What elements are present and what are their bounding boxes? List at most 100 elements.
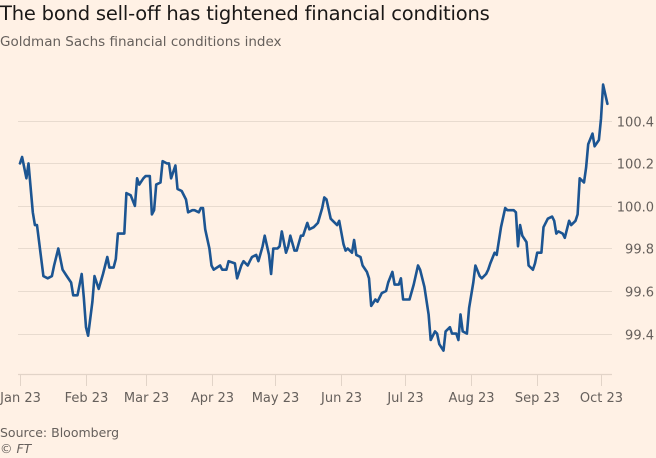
data-point <box>525 241 527 243</box>
data-point <box>102 273 104 275</box>
data-point <box>70 281 72 283</box>
data-point <box>600 118 602 120</box>
data-point <box>462 330 464 332</box>
data-point <box>393 283 395 285</box>
data-point <box>289 235 291 237</box>
data-point <box>436 332 438 334</box>
data-point <box>108 266 110 268</box>
data-point <box>219 264 221 266</box>
data-point <box>587 143 589 145</box>
data-point <box>240 264 242 266</box>
data-point <box>513 209 515 211</box>
data-point <box>264 235 266 237</box>
data-point <box>368 277 370 279</box>
data-point <box>444 330 446 332</box>
data-point <box>576 213 578 215</box>
source-note: Source: Bloomberg <box>0 425 120 440</box>
data-point <box>25 177 27 179</box>
data-point <box>251 256 253 258</box>
data-point <box>221 269 223 271</box>
data-point <box>419 269 421 271</box>
data-point <box>21 156 23 158</box>
data-point <box>210 264 212 266</box>
data-point <box>204 228 206 230</box>
chart-title: The bond sell-off has tightened financia… <box>0 2 490 25</box>
data-point <box>515 211 517 213</box>
data-point <box>300 235 302 237</box>
x-tick-label: Feb 23 <box>65 391 109 406</box>
data-point <box>134 205 136 207</box>
data-point <box>472 281 474 283</box>
data-point <box>293 249 295 251</box>
data-point <box>130 194 132 196</box>
data-point <box>257 260 259 262</box>
data-point <box>466 332 468 334</box>
data-point <box>385 290 387 292</box>
data-point <box>202 207 204 209</box>
data-point <box>57 247 59 249</box>
data-point <box>261 245 263 247</box>
data-point <box>332 220 334 222</box>
data-point <box>285 252 287 254</box>
data-point <box>585 166 587 168</box>
data-point <box>161 160 163 162</box>
y-tick-label: 99.6 <box>625 286 654 301</box>
series <box>18 83 609 352</box>
data-point <box>489 262 491 264</box>
data-point <box>451 332 453 334</box>
data-point <box>42 275 44 277</box>
data-point <box>400 277 402 279</box>
data-point <box>153 209 155 211</box>
data-point <box>606 103 608 105</box>
data-point <box>200 207 202 209</box>
data-point <box>149 175 151 177</box>
data-point <box>330 218 332 220</box>
data-point <box>442 349 444 351</box>
data-point <box>391 271 393 273</box>
data-point <box>268 254 270 256</box>
data-point <box>306 222 308 224</box>
copyright-note: © FT <box>0 441 32 456</box>
data-point <box>227 260 229 262</box>
data-point <box>123 232 125 234</box>
data-point <box>366 271 368 273</box>
data-point <box>247 264 249 266</box>
data-point <box>115 258 117 260</box>
data-point <box>408 298 410 300</box>
data-point <box>430 339 432 341</box>
data-point <box>321 207 323 209</box>
data-point <box>151 213 153 215</box>
data-point <box>27 162 29 164</box>
data-point <box>355 254 357 256</box>
data-point <box>144 175 146 177</box>
data-point <box>438 343 440 345</box>
data-point <box>53 264 55 266</box>
data-point <box>276 247 278 249</box>
data-point <box>159 181 161 183</box>
x-tick-label: May 23 <box>252 391 300 406</box>
data-point <box>527 264 529 266</box>
y-axis: 99.4 99.6 99.8 100.0 100.2 100.4 <box>617 116 654 344</box>
data-point <box>170 177 172 179</box>
data-point <box>457 339 459 341</box>
data-point <box>591 132 593 134</box>
data-point <box>155 183 157 185</box>
data-point <box>213 269 215 271</box>
data-point <box>493 252 495 254</box>
y-tick-label: 100.4 <box>617 116 654 131</box>
data-point <box>317 222 319 224</box>
x-tick-label: Jan 23 <box>0 391 41 406</box>
data-point <box>398 283 400 285</box>
data-point <box>36 224 38 226</box>
data-point <box>506 209 508 211</box>
data-point <box>270 273 272 275</box>
data-point <box>376 301 378 303</box>
data-point <box>555 232 557 234</box>
data-point <box>562 232 564 234</box>
data-point <box>564 237 566 239</box>
data-point <box>481 277 483 279</box>
data-point <box>249 260 251 262</box>
data-point <box>66 275 68 277</box>
data-point <box>19 162 21 164</box>
data-point <box>517 245 519 247</box>
